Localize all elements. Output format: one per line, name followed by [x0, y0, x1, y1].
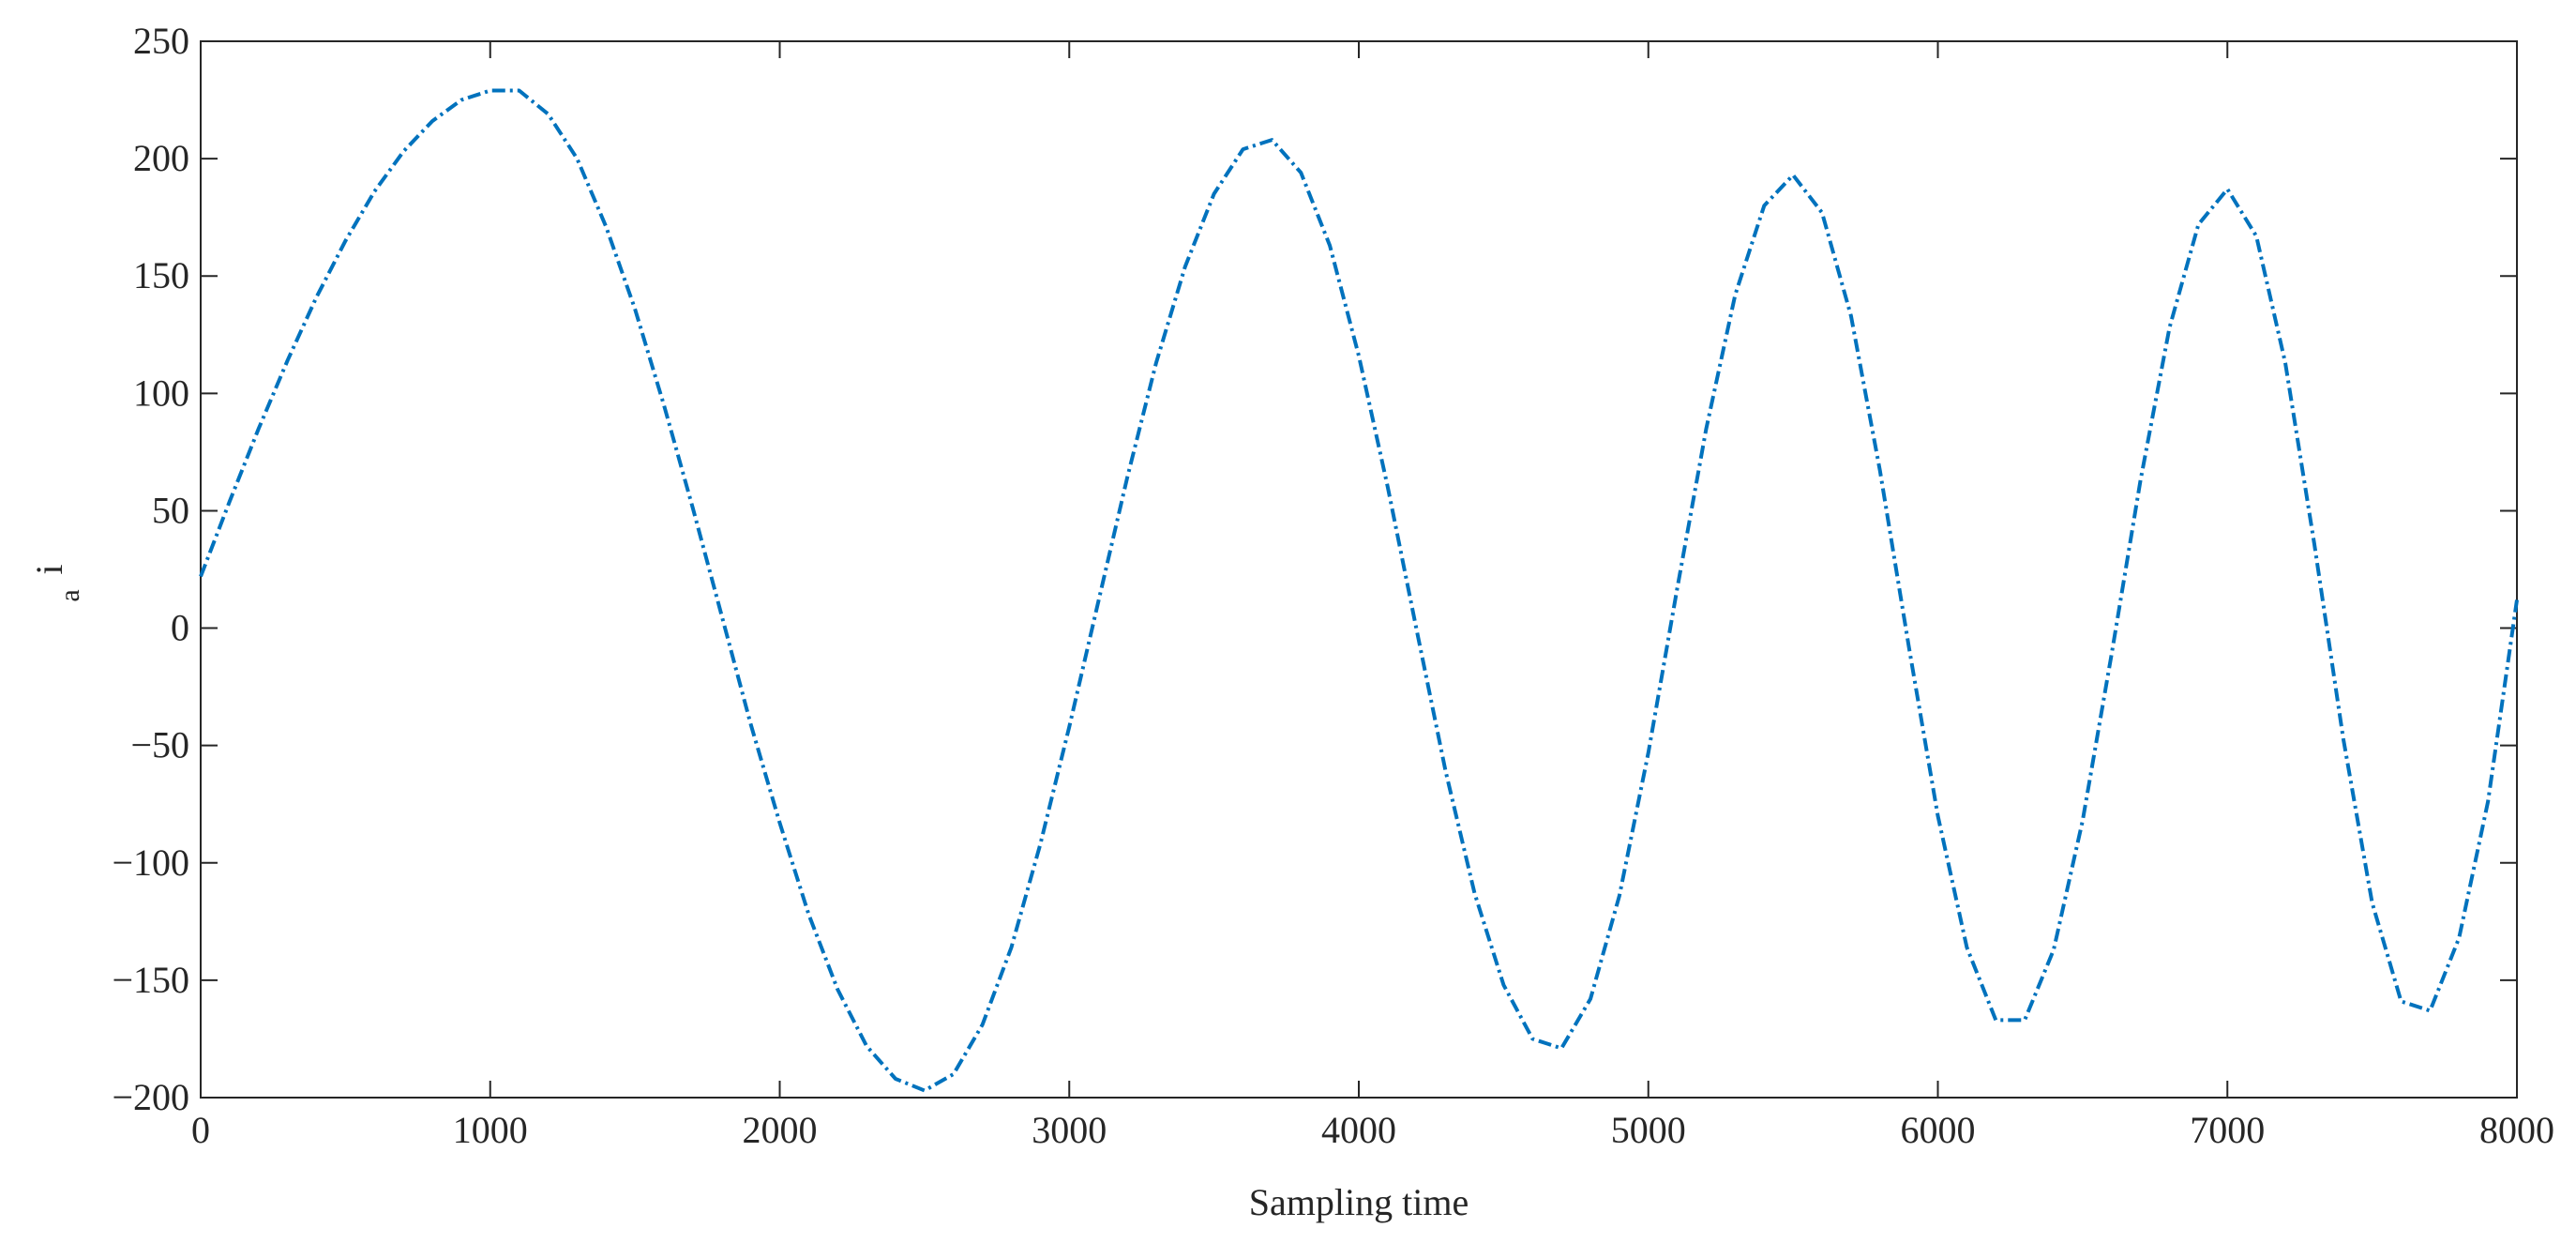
y-tick-label: −150 — [112, 959, 189, 1001]
x-tick-label: 1000 — [453, 1109, 528, 1151]
x-tick-label: 2000 — [743, 1109, 818, 1151]
y-tick-label: 0 — [171, 607, 189, 649]
x-tick-label: 6000 — [1901, 1109, 1976, 1151]
y-tick-label: 250 — [133, 20, 189, 62]
y-axis-label: i a — [28, 564, 85, 601]
x-tick-label: 4000 — [1321, 1109, 1396, 1151]
y-tick-label: 50 — [152, 489, 189, 531]
y-tick-label: −100 — [112, 841, 189, 884]
x-tick-label: 3000 — [1032, 1109, 1107, 1151]
x-tick-label: 7000 — [2190, 1109, 2265, 1151]
y-tick-label: 150 — [133, 254, 189, 296]
plot-frame — [200, 40, 2518, 1099]
y-axis-label-main: i — [28, 564, 70, 574]
y-tick-label: −50 — [130, 724, 189, 766]
y-tick-label: 200 — [133, 137, 189, 179]
x-tick-label: 8000 — [2479, 1109, 2554, 1151]
y-axis-label-subscript: a — [54, 589, 85, 601]
x-axis-label: Sampling time — [1249, 1181, 1469, 1223]
y-tick-label: 100 — [133, 371, 189, 414]
data-line — [199, 88, 2519, 1093]
y-tick-label: −200 — [112, 1076, 189, 1118]
x-tick-label: 0 — [191, 1109, 210, 1151]
x-tick-label: 5000 — [1611, 1109, 1686, 1151]
